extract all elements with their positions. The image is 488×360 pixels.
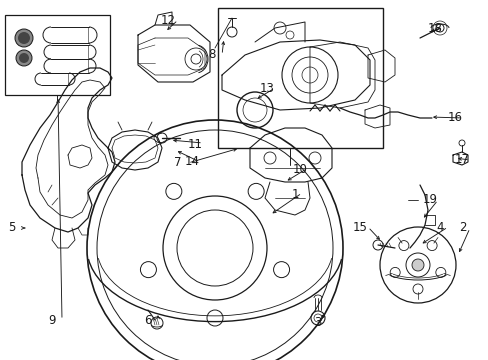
Text: 19: 19	[422, 193, 437, 207]
Text: 10: 10	[292, 163, 307, 176]
Text: 11: 11	[187, 139, 202, 152]
Circle shape	[411, 259, 423, 271]
Text: 2: 2	[458, 221, 466, 234]
Text: 16: 16	[447, 112, 462, 125]
Text: 8: 8	[208, 49, 215, 62]
Text: 4: 4	[435, 221, 443, 234]
Text: 15: 15	[352, 221, 366, 234]
Text: 12: 12	[160, 13, 175, 27]
Text: 6: 6	[144, 314, 151, 327]
Circle shape	[15, 29, 33, 47]
Bar	[218, 8, 382, 148]
Text: 9: 9	[48, 314, 56, 327]
Text: 14: 14	[184, 156, 199, 168]
Circle shape	[18, 32, 30, 44]
Circle shape	[16, 50, 32, 66]
Text: 7: 7	[174, 157, 182, 170]
Text: 5: 5	[8, 221, 16, 234]
Circle shape	[19, 53, 29, 63]
Text: 17: 17	[453, 153, 468, 166]
Text: 3: 3	[314, 315, 321, 328]
Bar	[5, 15, 110, 95]
Text: 1: 1	[291, 189, 298, 202]
Text: 13: 13	[259, 81, 274, 94]
Text: 18: 18	[427, 22, 442, 35]
